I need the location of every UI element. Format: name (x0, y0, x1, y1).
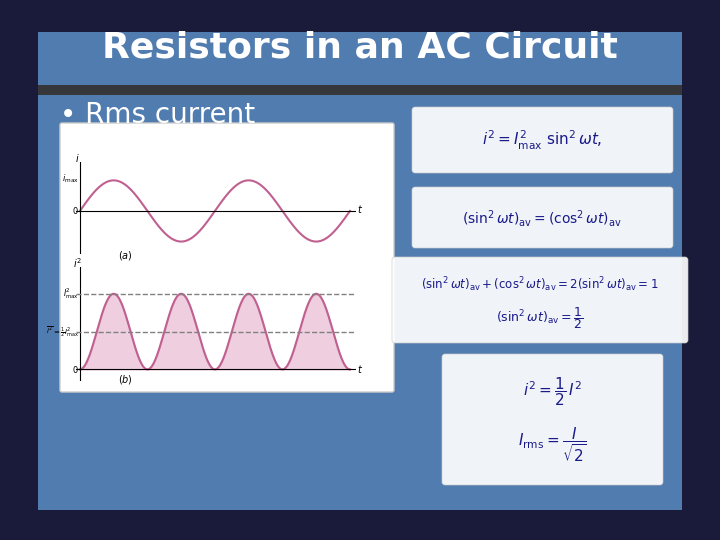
Text: $I^2_{\mathrm{max}}$: $I^2_{\mathrm{max}}$ (63, 286, 78, 301)
Text: $I_{\mathrm{rms}} = \dfrac{I}{\sqrt{2}}$: $I_{\mathrm{rms}} = \dfrac{I}{\sqrt{2}}$ (518, 426, 587, 464)
Text: $(\sin^2 \omega t)_{\mathrm{av}} + (\cos^2 \omega t)_{\mathrm{av}} = 2(\sin^2 \o: $(\sin^2 \omega t)_{\mathrm{av}} + (\cos… (421, 275, 659, 294)
FancyBboxPatch shape (392, 257, 688, 343)
Text: $t$: $t$ (357, 204, 364, 215)
FancyBboxPatch shape (38, 32, 682, 510)
Text: • Rms current: • Rms current (60, 101, 255, 129)
FancyBboxPatch shape (442, 354, 663, 485)
Text: $\overline{i^2}=\frac{1}{2}I^2_{\mathrm{max}}$: $\overline{i^2}=\frac{1}{2}I^2_{\mathrm{… (46, 324, 78, 339)
Text: $t$: $t$ (357, 363, 364, 375)
Text: $i_{\mathrm{max}}$: $i_{\mathrm{max}}$ (62, 173, 78, 185)
Text: $i^2 = \dfrac{1}{2}\, I^2$: $i^2 = \dfrac{1}{2}\, I^2$ (523, 376, 581, 408)
Text: $0$: $0$ (72, 364, 78, 375)
Text: $(\sin^2 \omega t)_{\mathrm{av}} = \dfrac{1}{2}$: $(\sin^2 \omega t)_{\mathrm{av}} = \dfra… (496, 305, 584, 331)
Text: $(a)$: $(a)$ (117, 249, 132, 262)
Text: $i^2 = I^2_{\mathrm{max}}\ \sin^2 \omega t,$: $i^2 = I^2_{\mathrm{max}}\ \sin^2 \omega… (482, 129, 602, 152)
Text: Resistors in an AC Circuit: Resistors in an AC Circuit (102, 31, 618, 65)
Text: $(b)$: $(b)$ (117, 374, 132, 387)
Text: $i^2$: $i^2$ (73, 256, 82, 269)
FancyBboxPatch shape (412, 187, 673, 248)
FancyBboxPatch shape (412, 107, 673, 173)
Text: $0$: $0$ (72, 205, 78, 217)
FancyBboxPatch shape (38, 85, 682, 95)
Text: $i$: $i$ (76, 152, 80, 164)
Text: $(\sin^2 \omega t)_{\mathrm{av}} = (\cos^2 \omega t)_{\mathrm{av}}$: $(\sin^2 \omega t)_{\mathrm{av}} = (\cos… (462, 207, 622, 228)
FancyBboxPatch shape (60, 123, 394, 392)
